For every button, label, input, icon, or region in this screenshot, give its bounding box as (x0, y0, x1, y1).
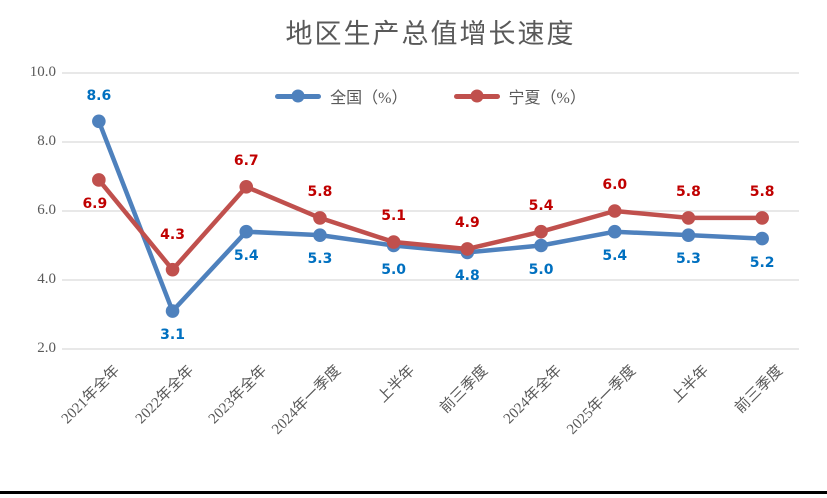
data-label-series-0: 5.4 (233, 247, 259, 264)
series-0-marker (755, 231, 769, 246)
series-0-marker (92, 114, 106, 129)
series-1-marker (92, 173, 106, 187)
series-1-marker (460, 242, 475, 256)
y-axis-tick-label: 10.0 (29, 64, 56, 81)
chart-title: 地区生产总值增长速度 (285, 19, 576, 49)
data-label-series-1: 6.7 (233, 152, 259, 169)
series-0-marker (681, 228, 696, 242)
series-1-marker (239, 180, 254, 194)
y-axis-tick-label: 6.0 (37, 202, 56, 219)
data-label-series-0: 4.8 (454, 268, 480, 285)
legend-dot-icon (470, 89, 483, 103)
bottom-rule (0, 491, 827, 494)
data-label-series-1: 4.9 (454, 214, 480, 231)
data-label-series-0: 5.2 (749, 254, 775, 271)
data-label-series-1: 5.8 (676, 183, 701, 200)
y-axis-tick-label: 8.0 (37, 133, 56, 150)
data-label-series-0: 5.3 (676, 251, 701, 268)
series-1-marker (313, 211, 327, 225)
series-1-marker (755, 211, 769, 225)
series-line-1 (96, 177, 765, 272)
data-label-series-1: 4.3 (160, 226, 185, 243)
data-label-series-1: 6.9 (82, 195, 108, 212)
y-axis-tick-label: 2.0 (37, 340, 56, 357)
series-1-marker (534, 224, 548, 239)
series-0-marker (239, 224, 254, 239)
legend-item-national: 全国（%） (275, 84, 408, 108)
legend-item-ningxia: 宁夏（%） (453, 84, 586, 108)
legend-dot-icon (291, 89, 305, 103)
legend-label-national: 全国（%） (330, 90, 408, 107)
data-label-series-0: 5.0 (528, 261, 554, 278)
data-label-series-1: 5.4 (528, 197, 554, 214)
legend: 全国（%） 宁夏（%） (62, 85, 799, 107)
series-0-marker (165, 304, 180, 318)
data-label-series-0: 3.1 (160, 327, 185, 344)
data-label-series-1: 5.8 (307, 183, 333, 200)
series-0-marker (607, 224, 622, 239)
legend-line-marker-icon (275, 89, 322, 103)
series-1-marker (165, 262, 180, 277)
series-1-marker (386, 235, 401, 249)
series-line-0 (96, 119, 765, 314)
series-0-marker (313, 228, 327, 242)
data-label-series-0: 8.6 (86, 88, 112, 105)
data-label-series-0: 5.4 (602, 247, 628, 264)
series-1-marker (607, 204, 622, 218)
data-label-series-1: 6.0 (602, 177, 628, 193)
data-label-series-0: 5.3 (307, 251, 333, 268)
legend-label-ningxia: 宁夏（%） (508, 90, 586, 107)
y-axis-tick-label: 4.0 (37, 271, 56, 288)
data-label-series-1: 5.8 (749, 183, 775, 200)
legend-line-marker-icon (453, 89, 500, 103)
data-label-series-0: 5.0 (381, 261, 407, 278)
series-1-marker (681, 211, 696, 225)
data-label-series-1: 5.1 (381, 208, 407, 225)
series-0-marker (534, 238, 548, 253)
